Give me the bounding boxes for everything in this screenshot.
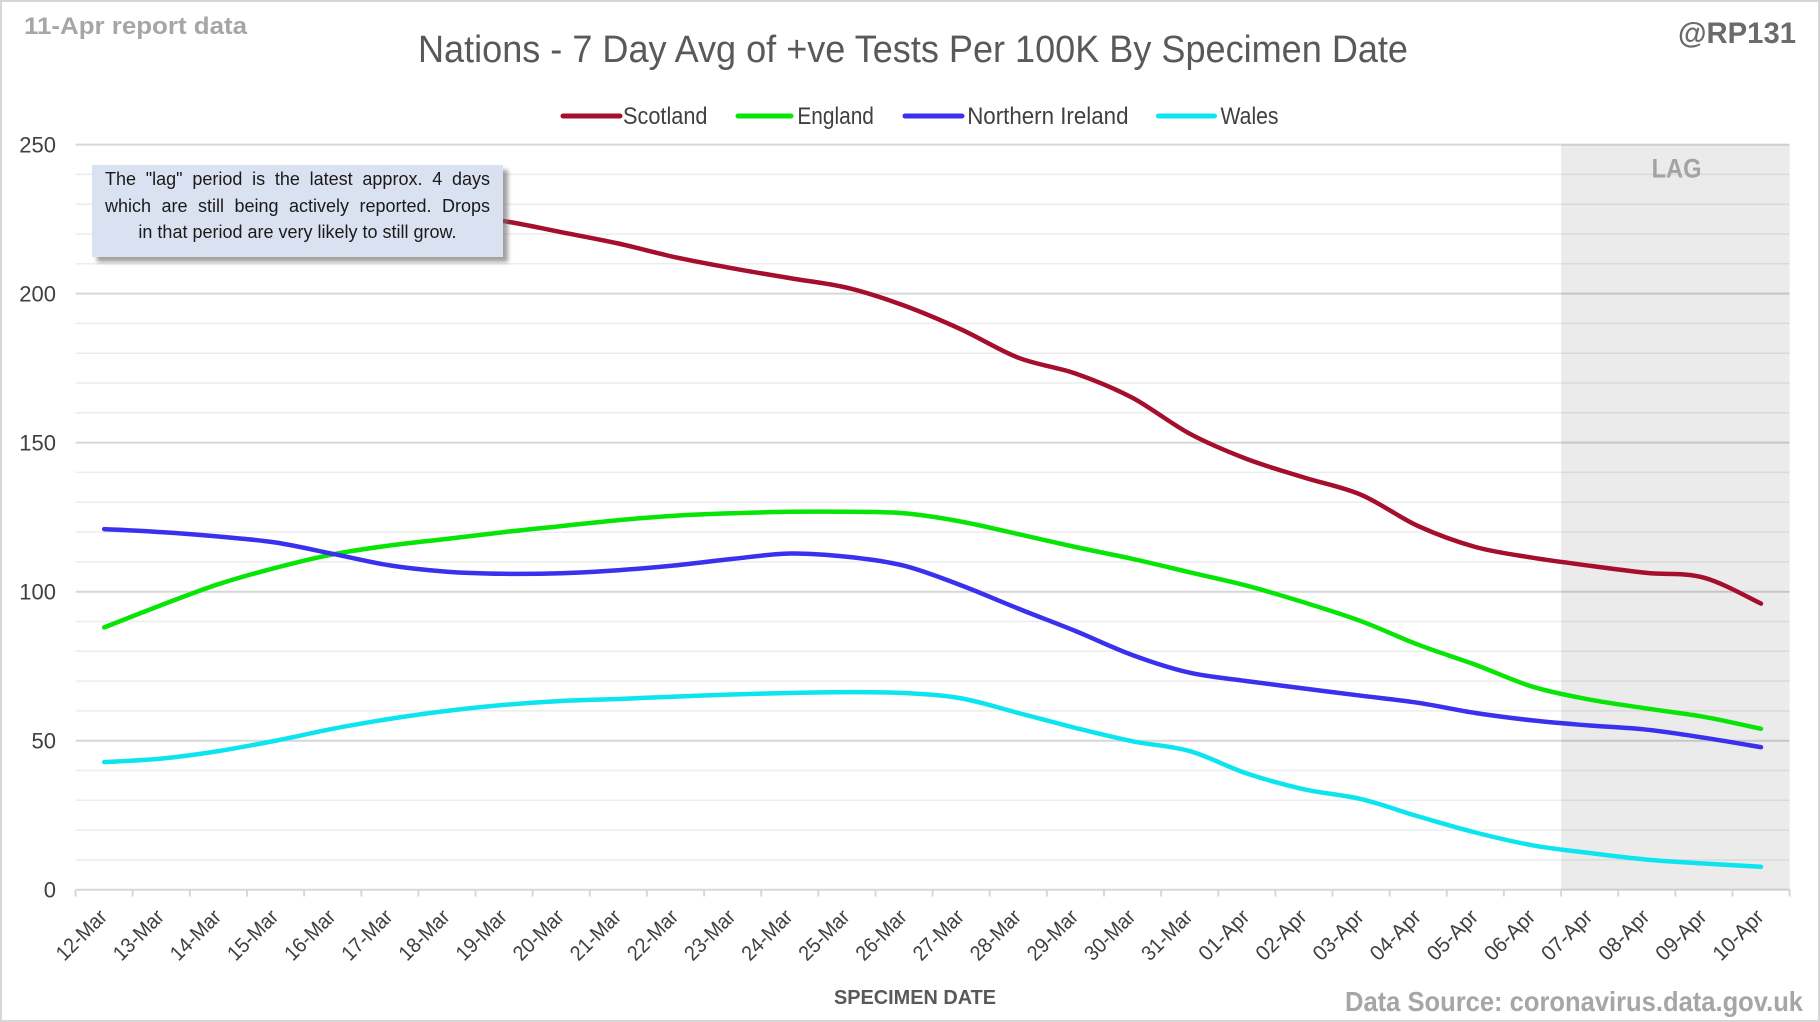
svg-text:19-Mar: 19-Mar bbox=[452, 905, 512, 965]
svg-text:21-Mar: 21-Mar bbox=[566, 905, 626, 965]
svg-text:08-Apr: 08-Apr bbox=[1594, 905, 1654, 965]
svg-text:18-Mar: 18-Mar bbox=[394, 905, 454, 965]
svg-text:10-Apr: 10-Apr bbox=[1708, 905, 1768, 965]
svg-text:25-Mar: 25-Mar bbox=[794, 905, 854, 965]
svg-text:24-Mar: 24-Mar bbox=[737, 905, 797, 965]
svg-text:Data Source: coronavirus.data.: Data Source: coronavirus.data.gov.uk bbox=[1345, 986, 1803, 1017]
svg-text:11-Apr report data: 11-Apr report data bbox=[24, 13, 248, 40]
svg-text:250: 250 bbox=[19, 133, 56, 158]
svg-text:Scotland: Scotland bbox=[623, 103, 708, 130]
svg-text:26-Mar: 26-Mar bbox=[851, 905, 911, 965]
svg-text:02-Apr: 02-Apr bbox=[1251, 905, 1311, 965]
svg-text:22-Mar: 22-Mar bbox=[623, 905, 683, 965]
svg-text:04-Apr: 04-Apr bbox=[1366, 905, 1426, 965]
svg-text:20-Mar: 20-Mar bbox=[509, 905, 569, 965]
svg-text:16-Mar: 16-Mar bbox=[280, 905, 340, 965]
svg-text:05-Apr: 05-Apr bbox=[1423, 905, 1483, 965]
svg-text:LAG: LAG bbox=[1652, 153, 1702, 183]
svg-text:13-Mar: 13-Mar bbox=[109, 905, 169, 965]
svg-text:Northern Ireland: Northern Ireland bbox=[967, 103, 1128, 130]
svg-text:200: 200 bbox=[19, 282, 56, 307]
svg-text:SPECIMEN DATE: SPECIMEN DATE bbox=[834, 987, 996, 1009]
svg-text:30-Mar: 30-Mar bbox=[1080, 905, 1140, 965]
svg-text:15-Mar: 15-Mar bbox=[223, 905, 283, 965]
svg-text:01-Apr: 01-Apr bbox=[1194, 905, 1254, 965]
svg-text:27-Mar: 27-Mar bbox=[909, 905, 969, 965]
svg-text:100: 100 bbox=[19, 580, 56, 605]
svg-text:31-Mar: 31-Mar bbox=[1137, 905, 1197, 965]
svg-text:09-Apr: 09-Apr bbox=[1651, 905, 1711, 965]
svg-text:0: 0 bbox=[44, 878, 56, 903]
svg-text:07-Apr: 07-Apr bbox=[1537, 905, 1597, 965]
svg-text:@RP131: @RP131 bbox=[1678, 17, 1796, 50]
svg-text:17-Mar: 17-Mar bbox=[337, 905, 397, 965]
svg-text:England: England bbox=[797, 103, 874, 130]
svg-text:14-Mar: 14-Mar bbox=[166, 905, 226, 965]
svg-text:03-Apr: 03-Apr bbox=[1309, 905, 1369, 965]
svg-text:23-Mar: 23-Mar bbox=[680, 905, 740, 965]
svg-text:28-Mar: 28-Mar bbox=[966, 905, 1026, 965]
svg-text:50: 50 bbox=[32, 729, 56, 754]
svg-text:150: 150 bbox=[19, 431, 56, 456]
svg-text:Nations - 7 Day Avg of +ve Tes: Nations - 7 Day Avg of +ve Tests Per 100… bbox=[418, 29, 1408, 71]
svg-text:29-Mar: 29-Mar bbox=[1023, 905, 1083, 965]
svg-text:Wales: Wales bbox=[1221, 103, 1279, 130]
svg-text:06-Apr: 06-Apr bbox=[1480, 905, 1540, 965]
svg-text:12-Mar: 12-Mar bbox=[52, 905, 112, 965]
